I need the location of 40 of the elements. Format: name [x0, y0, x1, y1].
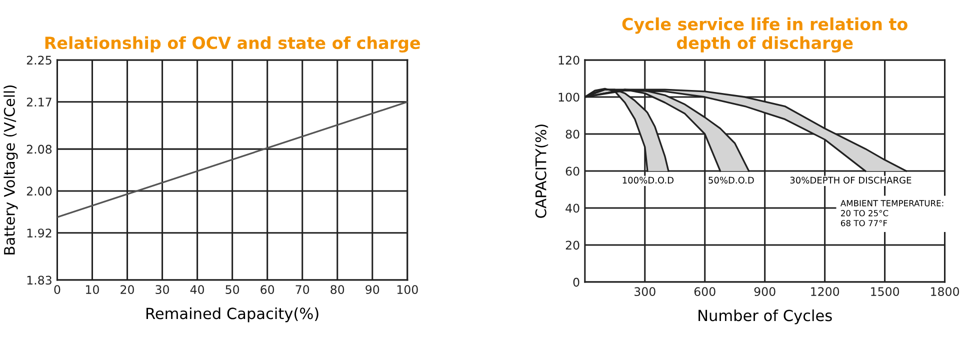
x-tick-label: 0 [54, 285, 60, 294]
y-tick-label: 20 [566, 240, 580, 250]
x-tick-label: 60 [260, 285, 274, 294]
x-tick-label: 90 [366, 285, 380, 294]
x-axis-title: Number of Cycles [698, 309, 832, 324]
x-tick-label: 80 [330, 285, 344, 294]
y-tick-label: 1.83 [27, 276, 52, 285]
x-tick-label: 40 [190, 285, 204, 294]
y-tick-label: 2.08 [26, 144, 52, 154]
annotation: AMBIENT TEMPERATURE: 20 TO 25°C 68 TO 77°F [840, 200, 944, 226]
x-tick-label: 30 [156, 285, 170, 294]
annotation: 100%D.O.D [622, 176, 674, 184]
y-tick-label: 60 [566, 166, 580, 176]
y-tick-label: 2.00 [26, 186, 52, 196]
y-tick-label: 80 [566, 130, 580, 139]
y-tick-label: 2.25 [26, 56, 52, 65]
x-tick-label: 70 [296, 285, 310, 294]
x-tick-label: 300 [634, 287, 656, 296]
y-tick-label: 2.17 [26, 98, 52, 106]
y-tick-label: 0 [573, 278, 580, 287]
chart-title: Relationship of OCV and state of charge [45, 36, 420, 52]
y-tick-label: 120 [558, 56, 580, 65]
x-tick-label: 10 [86, 285, 99, 294]
x-tick-label: 20 [120, 285, 134, 294]
x-tick-label: 100 [397, 285, 418, 294]
y-tick-label: 100 [558, 92, 580, 102]
y-axis-title: Battery Voltage (V/Cell) [4, 86, 18, 254]
y-tick-label: 1.92 [27, 228, 52, 238]
x-tick-label: 50 [226, 285, 240, 294]
x-tick-label: 1200 [811, 287, 840, 296]
x-axis-title: Remained Capacity(%) [146, 307, 318, 322]
y-axis-title: CAPACITY(%) [535, 124, 548, 218]
annotation: 50%D.O.D [708, 176, 754, 184]
x-tick-label: 600 [694, 287, 716, 296]
annotation: 30%DEPTH OF DISCHARGE [790, 176, 912, 184]
chart-title: Cycle service life in relation to depth of discharge [622, 17, 908, 52]
x-tick-label: 1500 [871, 287, 900, 296]
y-tick-label: 40 [566, 204, 580, 213]
x-tick-label: 900 [754, 287, 776, 296]
x-tick-label: 1800 [931, 287, 960, 296]
